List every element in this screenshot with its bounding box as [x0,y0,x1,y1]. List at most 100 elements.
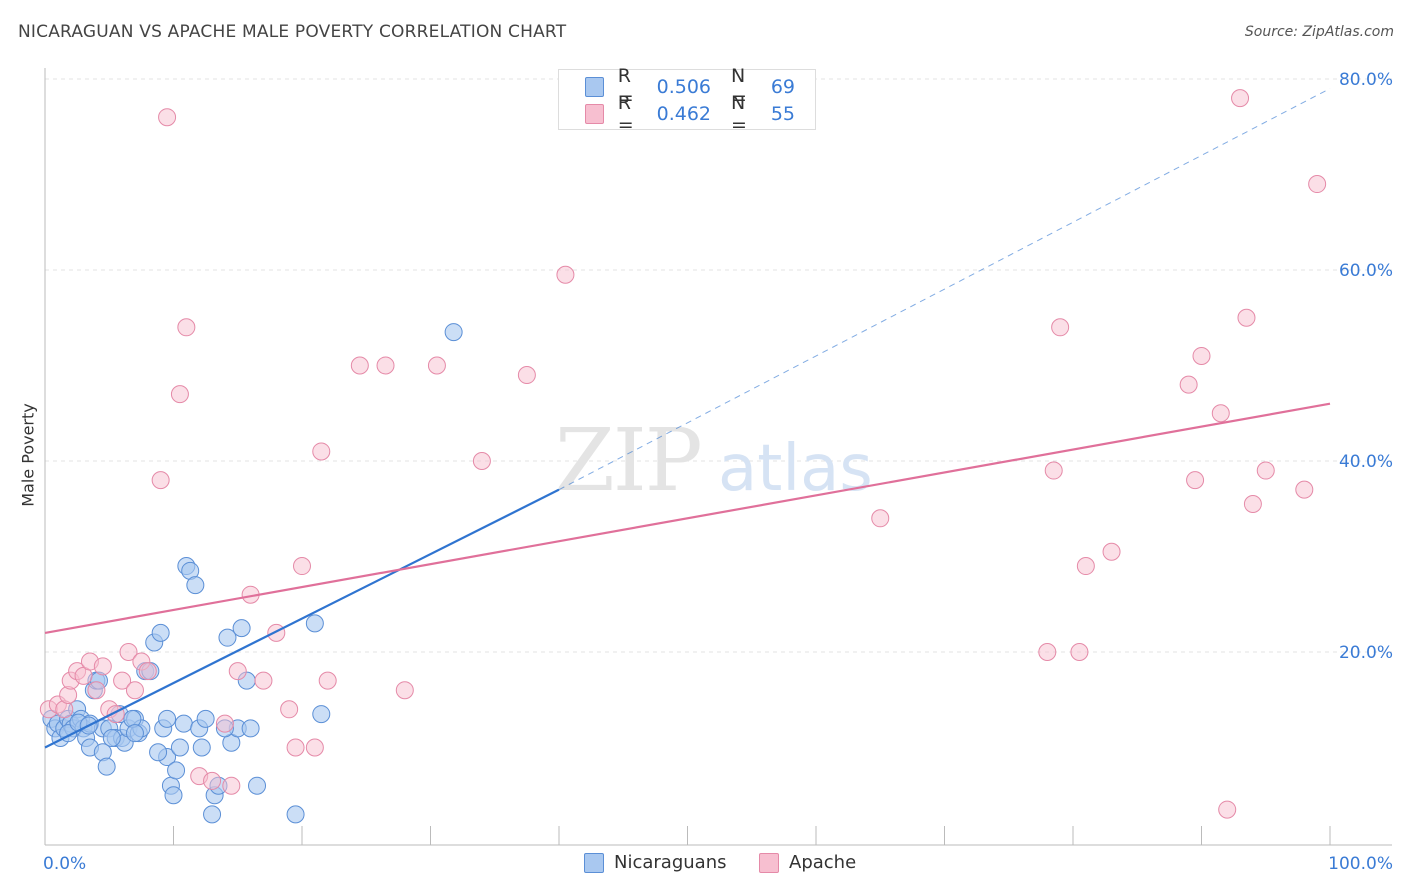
trend-line-nicaraguans [44,488,560,749]
point-apache [1211,404,1230,423]
point-apache [312,442,331,461]
trend-lines [44,88,1331,749]
point-apache [280,700,299,719]
point-apache [228,662,247,681]
point-apache [1044,461,1063,480]
point-apache [1038,643,1057,661]
point-apache [87,681,106,700]
point-nicaraguans [286,805,305,824]
point-apache [177,318,196,337]
point-apache [305,738,324,757]
point-nicaraguans [174,714,193,733]
point-nicaraguans [196,709,215,728]
point-nicaraguans [151,623,170,642]
legend-r-label: R = [617,65,634,109]
axes [44,68,1392,846]
point-apache [376,356,395,375]
point-apache [1102,542,1121,561]
point-apache [427,356,446,375]
point-apache [215,714,234,733]
point-apache [1186,471,1205,490]
legend-row-apache: R = 0.462 N = 55 [585,92,815,136]
point-apache [1308,175,1327,194]
x-tick-label: 100.0% [1328,854,1393,874]
trend-line-nicaraguans-extension [558,88,1331,491]
point-nicaraguans [125,724,144,743]
point-apache [1295,480,1314,499]
point-apache [1070,643,1089,661]
point-apache [113,671,132,690]
point-apache [293,557,311,576]
legend-r-value: 0.462 [656,103,712,125]
x-tick-label: 0.0% [43,854,86,874]
point-apache [318,671,337,690]
point-nicaraguans [248,776,267,795]
bottom-legend-swatch-blue [584,852,604,873]
point-nicaraguans [192,738,211,757]
point-apache [1076,557,1095,576]
point-nicaraguans [97,757,116,776]
point-apache [254,671,273,690]
point-apache [138,662,157,681]
point-apache [1051,318,1070,337]
point-nicaraguans [170,738,189,757]
point-nicaraguans [203,805,222,824]
point-apache [158,108,177,127]
tick-labels: 0.0% 100.0% 20.0% 40.0% 60.0% 80.0% [43,70,1393,874]
legend-n-label: N = [731,92,747,136]
y-axis-label: Male Poverty [18,403,38,507]
legend-swatch-pink [585,104,604,124]
legend-row-nicaraguans: R = 0.506 N = 69 [585,65,815,109]
y-tick-label: 40.0% [1339,452,1393,472]
point-apache [1237,308,1256,327]
point-apache [1192,346,1211,365]
point-apache [871,509,890,528]
watermark-zip: ZIP [555,411,701,511]
legend-r-label: R = [617,92,634,136]
point-apache [1218,800,1237,819]
legend-n-value: 55 [770,103,795,125]
point-nicaraguans [167,761,186,780]
trend-line-apache [44,402,1331,634]
point-nicaraguans [149,743,168,762]
series-apache-points [39,89,1327,819]
y-tick-label: 60.0% [1339,261,1393,281]
point-apache [1256,461,1275,480]
point-apache [1179,375,1198,394]
legend-box: R = 0.506 N = 69 R = 0.462 N = 55 [558,65,816,136]
bottom-legend-nicaraguans: Nicaraguans [584,852,726,873]
point-apache [267,623,286,642]
bottom-legend-label-nicaraguans: Nicaraguans [614,852,727,873]
point-apache [350,356,369,375]
bottom-legend-swatch-pink [759,852,779,873]
legend-n-value: 69 [770,76,795,98]
point-nicaraguans [241,719,260,738]
point-apache [395,681,414,700]
point-nicaraguans [444,323,463,342]
point-apache [517,366,536,385]
gridlines [45,78,1392,653]
point-nicaraguans [232,619,251,638]
source-label: Source: ZipAtlas.com [1244,24,1394,40]
point-apache [222,776,241,795]
y-tick-label: 20.0% [1339,643,1393,663]
point-nicaraguans [218,628,237,647]
series-nicaraguans-points [42,323,463,824]
point-nicaraguans [186,576,205,595]
point-apache [119,643,138,661]
point-apache [151,471,170,490]
point-apache [170,385,189,404]
point-nicaraguans [158,709,177,728]
point-apache [286,738,305,757]
point-apache [1243,494,1262,513]
point-apache [203,771,222,790]
legend-swatch-blue [585,77,604,97]
point-nicaraguans [102,728,121,747]
point-nicaraguans [305,614,324,633]
point-apache [125,681,144,700]
point-apache [472,452,491,470]
chart-title: NICARAGUAN VS APACHE MALE POVERTY CORREL… [18,22,567,42]
watermark-atlas: atlas [718,432,873,506]
bottom-legend-apache: Apache [759,852,856,873]
